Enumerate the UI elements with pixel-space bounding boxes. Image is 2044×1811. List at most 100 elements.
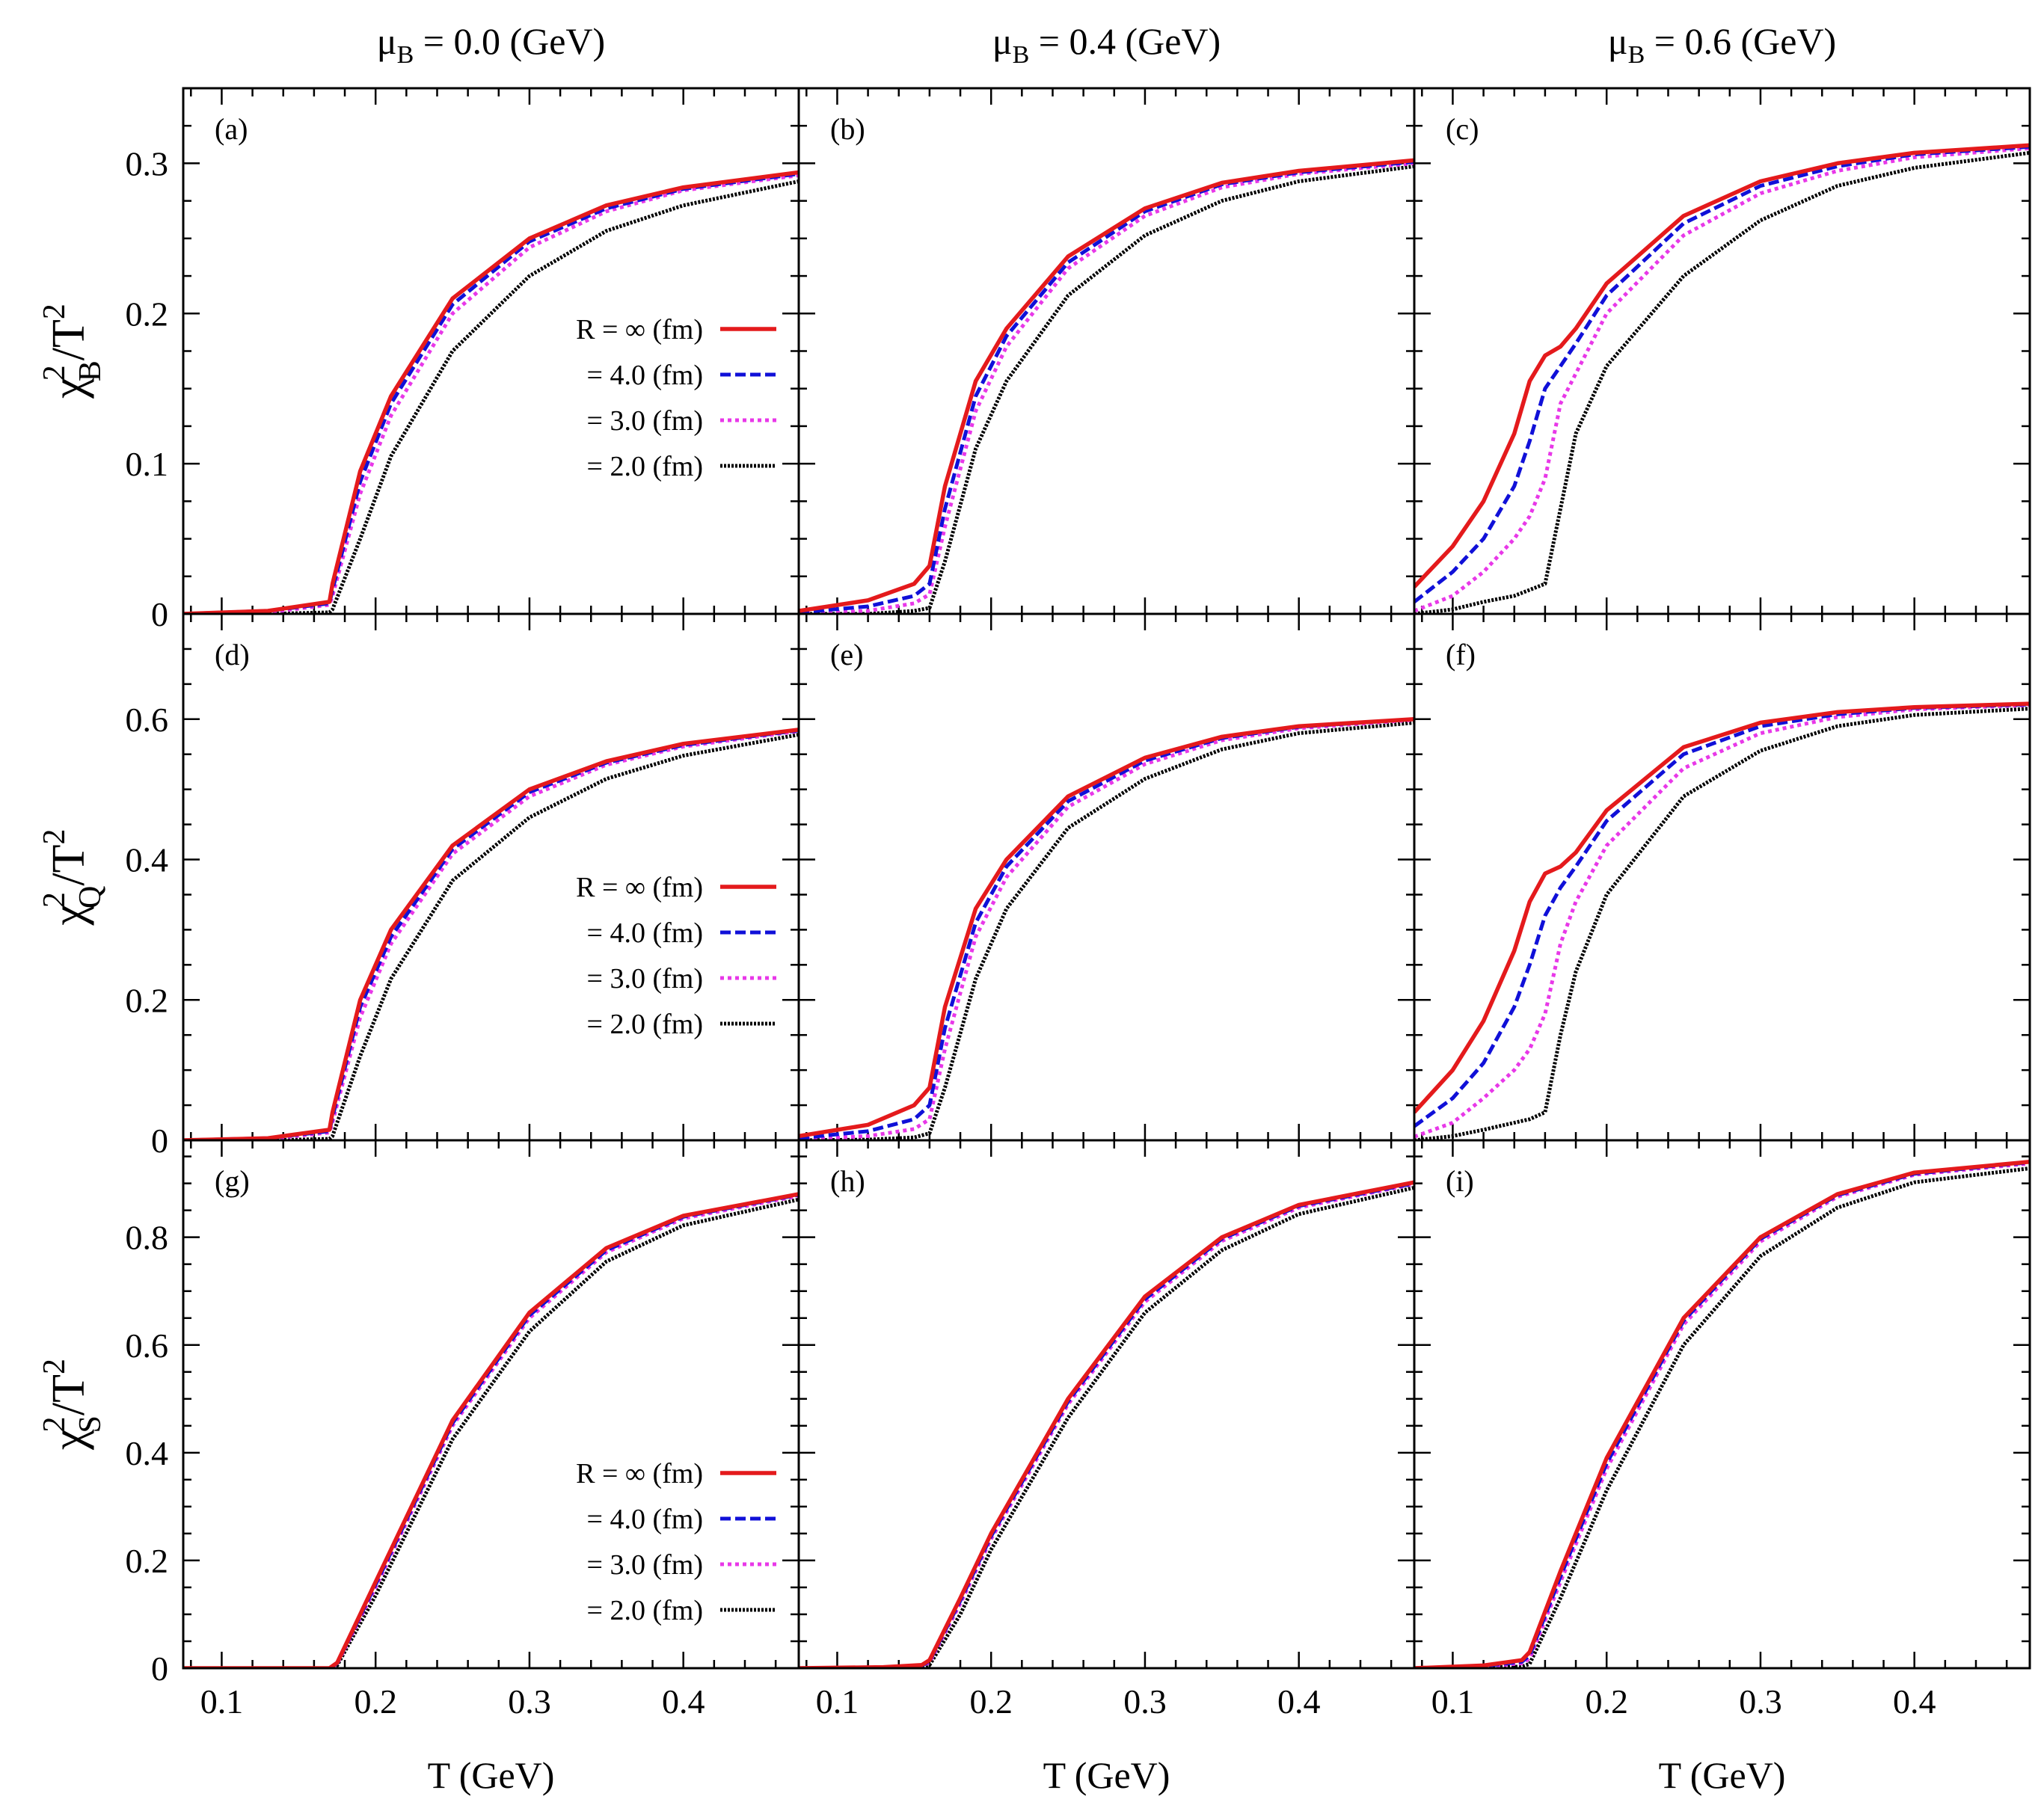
series-line-R_3 bbox=[1414, 146, 2030, 613]
x-tick-label: 0.4 bbox=[1277, 1682, 1321, 1721]
series-group bbox=[1414, 701, 2030, 1140]
series-line-R_2 bbox=[1414, 150, 2030, 614]
y-tick-label: 0.6 bbox=[126, 701, 169, 739]
axis-labels: χ2B/T2 χ2Q/T2 χ2S/T2 T (GeV) T (GeV) T (GeV) bbox=[37, 304, 1785, 1796]
legend-label: = 3.0 (fm) bbox=[587, 963, 703, 994]
panel-f: (f) bbox=[1413, 612, 2031, 1142]
legend-label: = 3.0 (fm) bbox=[587, 405, 703, 437]
column-title-2: μB = 0.4 (GeV) bbox=[992, 20, 1221, 69]
legend-label: = 3.0 (fm) bbox=[587, 1549, 703, 1581]
series-group bbox=[183, 1192, 799, 1668]
series-group bbox=[799, 158, 1414, 614]
panel-label: (d) bbox=[215, 638, 250, 671]
panel-label: (a) bbox=[215, 112, 248, 146]
legend-label: R = ∞ (fm) bbox=[576, 1458, 703, 1489]
series-line-R_inf bbox=[1414, 701, 2030, 1114]
series-group bbox=[183, 170, 799, 614]
legend: R = ∞ (fm) = 4.0 (fm) = 3.0 (fm) = 2.0 (fm) bbox=[576, 872, 776, 1040]
series-line-R_2 bbox=[799, 164, 1414, 614]
x-axis-label: T (GeV) bbox=[1043, 1754, 1170, 1796]
series-line-R_2 bbox=[1414, 1166, 2030, 1668]
x-tick-label: 0.3 bbox=[1123, 1682, 1167, 1721]
x-tick-label: 0.1 bbox=[200, 1682, 244, 1721]
legend: R = ∞ (fm) = 4.0 (fm) = 3.0 (fm) = 2.0 (fm) bbox=[576, 1458, 776, 1626]
series-group bbox=[1414, 143, 2030, 614]
x-tick-label: 0.2 bbox=[969, 1682, 1013, 1721]
panel-frame bbox=[1413, 1139, 2031, 1670]
x-tick-label: 0.1 bbox=[1431, 1682, 1475, 1721]
x-tick-label: 0.1 bbox=[816, 1682, 859, 1721]
panel-a: (a) 0 0.1 0.2 0.3 R = ∞ (fm) = 4.0 (fm) = 3.0 (… bbox=[126, 87, 800, 633]
series-line-R_2 bbox=[1414, 707, 2030, 1140]
series-line-R_inf bbox=[1414, 143, 2030, 588]
series-line-R_inf bbox=[1414, 1160, 2030, 1668]
x-tick-label: 0.4 bbox=[1893, 1682, 1936, 1721]
x-tick-label: 0.3 bbox=[1739, 1682, 1782, 1721]
y-tick-label: 0.2 bbox=[126, 1542, 169, 1580]
legend: R = ∞ (fm) = 4.0 (fm) = 3.0 (fm) = 2.0 (fm) bbox=[576, 314, 776, 482]
series-line-R_inf bbox=[799, 717, 1414, 1139]
x-tick-label: 0.4 bbox=[662, 1682, 705, 1721]
y-tick-label: 0.4 bbox=[126, 841, 169, 879]
y-tick-label: 0.8 bbox=[126, 1219, 169, 1257]
y-tick-label: 0.6 bbox=[126, 1326, 169, 1365]
y-tick-label: 0.2 bbox=[126, 295, 169, 333]
legend-label: = 4.0 (fm) bbox=[587, 917, 703, 949]
column-title-3: μB = 0.6 (GeV) bbox=[1608, 20, 1836, 69]
x-tick-label: 0.2 bbox=[354, 1682, 397, 1721]
y-axis-label: χ2B/T2 bbox=[37, 304, 108, 399]
panel-label: (i) bbox=[1446, 1164, 1474, 1198]
series-group bbox=[183, 728, 799, 1140]
series-group bbox=[1414, 1160, 2030, 1668]
series-line-R_inf bbox=[183, 1192, 799, 1668]
series-line-R_3 bbox=[799, 1181, 1414, 1668]
series-line-R_3 bbox=[799, 161, 1414, 614]
series-line-R_inf bbox=[183, 170, 799, 614]
series-group bbox=[799, 717, 1414, 1140]
panel-label: (b) bbox=[830, 112, 865, 146]
series-line-R_2 bbox=[799, 721, 1414, 1140]
series-line-R_3 bbox=[799, 718, 1414, 1140]
panel-label: (c) bbox=[1446, 112, 1479, 146]
series-line-R_4 bbox=[1414, 702, 2030, 1128]
panel-label: (h) bbox=[830, 1164, 865, 1198]
y-tick-label: 0 bbox=[151, 595, 168, 633]
y-tick-label: 0.2 bbox=[126, 981, 169, 1019]
series-line-R_inf bbox=[799, 158, 1414, 613]
series-line-R_3 bbox=[1414, 1161, 2030, 1668]
legend-label: = 2.0 (fm) bbox=[587, 1009, 703, 1040]
column-titles: μB = 0.0 (GeV) μB = 0.4 (GeV) μB = 0.6 (Ge… bbox=[377, 20, 1836, 69]
legend-label: = 2.0 (fm) bbox=[587, 451, 703, 482]
series-line-R_inf bbox=[183, 728, 799, 1140]
panel-i: (i) 0.1 0.2 0.3 0.4 bbox=[1413, 1139, 2031, 1721]
series-line-R_3 bbox=[183, 173, 799, 614]
legend-label: R = ∞ (fm) bbox=[576, 314, 703, 345]
y-tick-label: 0 bbox=[151, 1649, 168, 1688]
y-tick-label: 0.3 bbox=[126, 144, 169, 182]
series-line-R_inf bbox=[799, 1180, 1414, 1668]
legend-label: = 4.0 (fm) bbox=[587, 360, 703, 391]
series-line-R_2 bbox=[183, 179, 799, 614]
x-tick-label: 0.3 bbox=[508, 1682, 551, 1721]
legend-label: R = ∞ (fm) bbox=[576, 872, 703, 903]
panel-label: (f) bbox=[1446, 638, 1476, 671]
legend-label: = 2.0 (fm) bbox=[587, 1595, 703, 1626]
panel-label: (g) bbox=[215, 1164, 250, 1198]
panel-e: (e) bbox=[797, 612, 1416, 1142]
y-axis-label: χ2S/T2 bbox=[37, 1359, 108, 1451]
legend-label: = 4.0 (fm) bbox=[587, 1504, 703, 1535]
y-tick-label: 0 bbox=[151, 1122, 168, 1160]
panels: (a) 0 0.1 0.2 0.3 R = ∞ (fm) = 4.0 (fm) = 3.0 (… bbox=[126, 87, 2031, 1721]
y-tick-label: 0.4 bbox=[126, 1434, 169, 1472]
column-title-1: μB = 0.0 (GeV) bbox=[377, 20, 605, 69]
x-axis-label: T (GeV) bbox=[428, 1754, 555, 1796]
x-tick-label: 0.2 bbox=[1585, 1682, 1628, 1721]
series-line-R_2 bbox=[183, 733, 799, 1140]
panel-c: (c) bbox=[1413, 87, 2031, 615]
y-axis-label: χ2Q/T2 bbox=[37, 829, 108, 926]
y-tick-label: 0.1 bbox=[126, 445, 169, 483]
panel-label: (e) bbox=[830, 638, 863, 671]
x-axis-label: T (GeV) bbox=[1659, 1754, 1786, 1796]
panel-h: (h) 0.1 0.2 0.3 0.4 bbox=[797, 1139, 1416, 1721]
